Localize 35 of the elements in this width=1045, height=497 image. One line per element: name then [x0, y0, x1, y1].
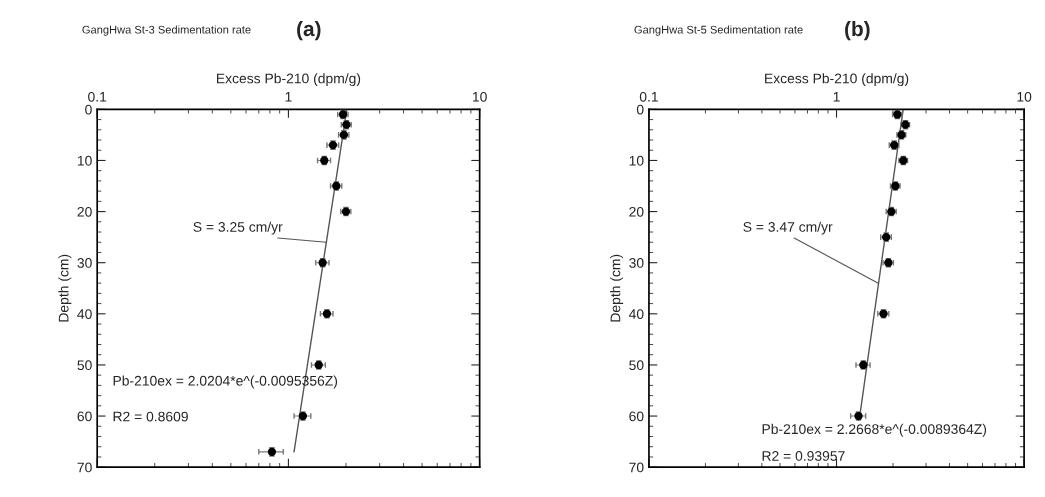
x-tick-label: 10	[1017, 91, 1032, 102]
x-tick-label: 1	[833, 92, 840, 102]
chart-title: GangHwa St-3 Sedimentation rate	[82, 25, 251, 36]
annotation: R2 = 0.8609	[113, 411, 188, 422]
x-tick-label: 0.1	[88, 91, 107, 102]
y-tick-label: 50	[629, 360, 644, 371]
y-tick-label: 30	[77, 258, 92, 268]
annotation: S = 3.25 cm/yr	[193, 221, 283, 235]
y-tick-label: 50	[77, 360, 92, 371]
y-tick-label: 30	[629, 258, 644, 268]
y-tick-label: 20	[629, 206, 644, 217]
x-tick-label: 1	[285, 92, 292, 102]
y-tick-label: 40	[77, 309, 92, 319]
y-tick-label: 10	[77, 155, 92, 166]
y-tick-label: 20	[77, 206, 92, 217]
annotation: R2 = 0.93957	[762, 451, 845, 461]
chart-title: GangHwa St-5 Sedimentation rate	[634, 25, 803, 36]
y-tick-label: 10	[629, 155, 644, 166]
x-axis-title: Excess Pb-210 (dpm/g)	[765, 73, 909, 87]
y-tick-label: 0	[85, 104, 92, 115]
x-tick-label: 0.1	[639, 91, 658, 102]
y-tick-label: 70	[629, 462, 644, 473]
x-tick-label: 10	[472, 91, 487, 102]
y-tick-label: 40	[628, 309, 644, 319]
y-tick-label: 60	[629, 411, 644, 422]
chart-subtitle: (a)	[297, 20, 321, 41]
annotation: Pb-210ex = 2.2668*e^(-0.0089364Z)	[762, 423, 987, 437]
x-axis-title: Excess Pb-210 (dpm/g)	[217, 73, 361, 87]
y-tick-label: 0	[636, 104, 644, 115]
y-axis-title: Depth (cm)	[610, 254, 624, 322]
chart-subtitle: (b)	[845, 20, 870, 41]
y-axis-title: Depth (cm)	[58, 254, 72, 322]
y-tick-label: 60	[77, 411, 92, 422]
y-tick-label: 70	[77, 462, 92, 473]
annotation: S = 3.47 cm/yr	[743, 221, 833, 235]
